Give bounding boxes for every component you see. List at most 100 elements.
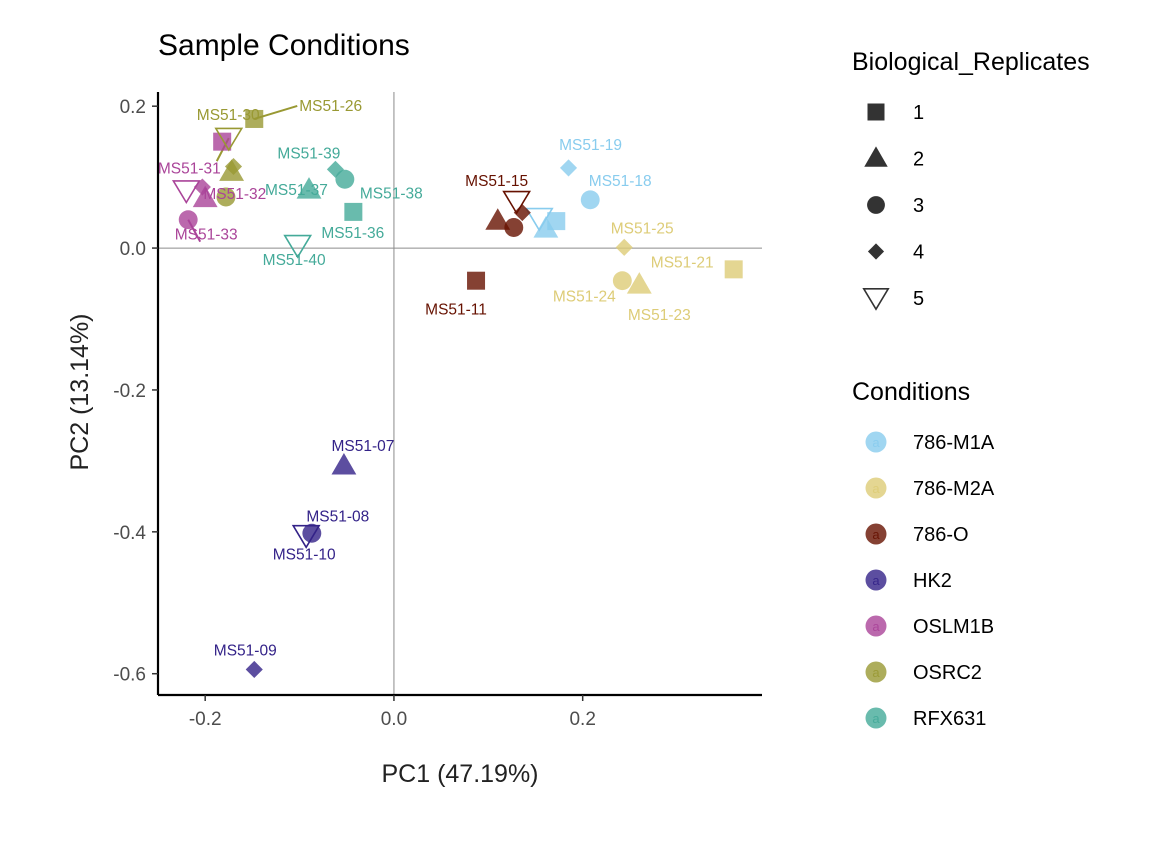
data-point xyxy=(504,218,524,237)
data-point xyxy=(513,204,531,222)
y-ticks: -0.6 -0.4 -0.2 0.0 0.2 xyxy=(113,97,158,686)
point-label: MS51-38 xyxy=(360,185,423,202)
data-point xyxy=(559,159,578,177)
y-tick-label: -0.2 xyxy=(113,381,146,402)
legend-color-glyph: a xyxy=(872,711,880,726)
legend-color-glyph: a xyxy=(872,665,880,680)
point-label: MS51-39 xyxy=(277,145,340,162)
color-legend: Conditions a 786-M1A a 786-M2A a 786-O a HK2 a OS… xyxy=(852,378,995,730)
x-tick-label: 0.0 xyxy=(381,709,407,730)
point-label: MS51-11 xyxy=(425,302,487,319)
data-point xyxy=(283,234,313,259)
legend-color-swatch xyxy=(865,477,887,499)
data-point xyxy=(335,169,355,189)
point-label: MS51-10 xyxy=(273,546,336,563)
data-point xyxy=(224,157,243,176)
color-legend-label: HK2 xyxy=(913,570,952,592)
plot-area: MS51-18 MS51-19 MS51-21 MS51-23 MS51-24 MS51-… xyxy=(158,92,762,695)
x-ticks: -0.2 0.0 0.2 xyxy=(189,695,596,730)
data-point xyxy=(580,190,600,210)
point-label: MS51-21 xyxy=(651,254,714,271)
y-tick-label: 0.0 xyxy=(120,239,146,260)
point-label: MS51-36 xyxy=(321,225,384,242)
legend-color-swatch xyxy=(865,707,887,729)
legend-shape-diamond-icon xyxy=(867,243,885,260)
point-label: MS51-08 xyxy=(306,508,369,525)
legend-color-swatch xyxy=(865,615,887,637)
shape-legend: Biological_Replicates 1 2 3 4 5 xyxy=(852,48,1090,311)
y-axis-title: PC2 (13.14%) xyxy=(66,313,94,470)
x-axis: -0.2 0.0 0.2 PC1 (47.19%) xyxy=(158,693,762,788)
legend-color-glyph: a xyxy=(872,573,880,588)
data-point xyxy=(626,272,652,294)
color-legend-label: 786-M2A xyxy=(913,478,995,500)
legend-color-glyph: a xyxy=(872,481,880,496)
point-label: MS51-33 xyxy=(175,227,238,244)
data-point xyxy=(612,271,632,291)
point-labels: MS51-18 MS51-19 MS51-21 MS51-23 MS51-24 MS51-… xyxy=(158,98,714,660)
data-point xyxy=(502,190,531,215)
data-point xyxy=(193,178,211,196)
point-label: MS51-18 xyxy=(589,173,652,190)
data-point xyxy=(331,453,357,475)
point-label: MS51-37 xyxy=(265,182,328,199)
legend-color-glyph: a xyxy=(872,527,880,542)
data-point xyxy=(724,260,743,279)
point-label: MS51-25 xyxy=(611,220,674,237)
data-point xyxy=(485,208,511,230)
legend-shape-triangle-icon xyxy=(864,146,888,167)
data-point xyxy=(291,524,321,549)
data-point xyxy=(467,271,486,290)
color-legend-title: Conditions xyxy=(852,378,970,406)
data-point xyxy=(245,660,263,679)
data-point xyxy=(547,212,566,231)
data-point xyxy=(245,109,264,128)
data-point xyxy=(171,180,201,205)
point-label: MS51-26 xyxy=(299,98,362,115)
legend-color-swatch xyxy=(865,661,887,683)
shape-legend-label: 1 xyxy=(913,102,924,124)
color-legend-label: OSLM1B xyxy=(913,616,994,638)
legend-color-swatch xyxy=(865,523,887,545)
point-label: MS51-31 xyxy=(158,161,221,178)
data-point xyxy=(192,185,218,208)
data-points xyxy=(171,109,743,679)
data-point xyxy=(524,207,554,232)
x-axis-title: PC1 (47.19%) xyxy=(381,760,538,788)
point-label: MS51-19 xyxy=(559,137,622,154)
point-label: MS51-09 xyxy=(214,642,277,659)
legend-shape-triangle-down-open-icon xyxy=(862,288,890,311)
data-point xyxy=(178,210,198,230)
point-label: MS51-23 xyxy=(628,307,691,324)
data-point xyxy=(533,216,559,238)
data-point xyxy=(214,127,244,152)
shape-legend-title: Biological_Replicates xyxy=(852,48,1090,76)
point-label: MS51-15 xyxy=(465,173,528,190)
legend-shape-circle-icon xyxy=(867,196,885,214)
shape-legend-label: 2 xyxy=(913,149,924,171)
shape-legend-label: 5 xyxy=(913,288,924,310)
chart-title: Sample Conditions xyxy=(158,29,410,62)
y-axis: -0.6 -0.4 -0.2 0.0 0.2 PC2 (13.14%) xyxy=(66,92,160,695)
legend-color-glyph: a xyxy=(872,435,880,450)
legend-color-swatch xyxy=(865,569,887,591)
color-legend-label: 786-O xyxy=(913,524,969,546)
shape-legend-label: 4 xyxy=(913,242,924,264)
color-legend-label: RFX631 xyxy=(913,708,986,730)
x-tick-label: -0.2 xyxy=(189,709,222,730)
color-legend-label: OSRC2 xyxy=(913,662,982,684)
color-legend-label: 786-M1A xyxy=(913,432,995,454)
legend-color-swatch xyxy=(865,431,887,453)
shape-legend-label: 3 xyxy=(913,195,924,217)
point-label: MS51-40 xyxy=(263,252,326,269)
data-point xyxy=(296,177,322,199)
data-point xyxy=(344,202,363,221)
legend-color-glyph: a xyxy=(872,619,880,634)
point-label: MS51-30 xyxy=(197,107,260,124)
data-point xyxy=(326,160,344,178)
y-tick-label: -0.6 xyxy=(113,665,146,686)
legend-shape-square-icon xyxy=(867,103,885,121)
data-point xyxy=(216,187,236,207)
data-point xyxy=(615,238,633,256)
